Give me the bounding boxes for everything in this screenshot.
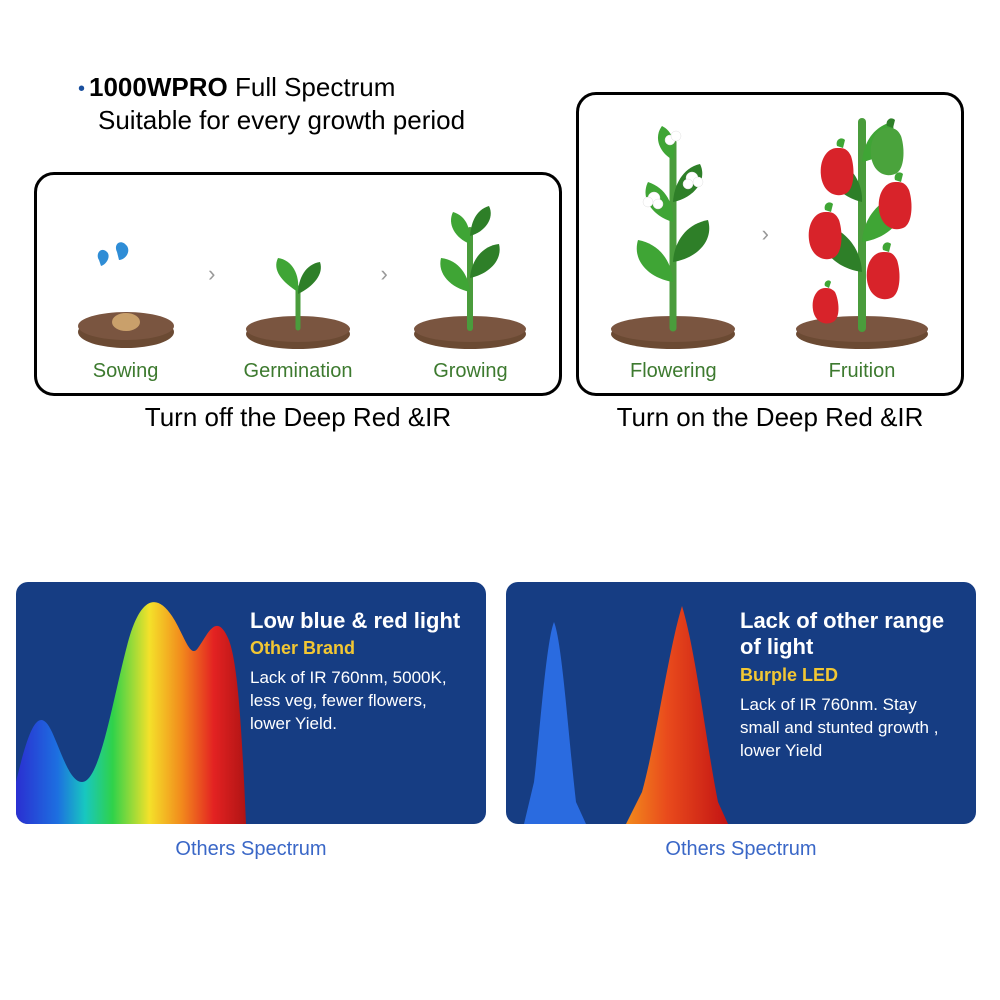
header: •1000WPRO Full Spectrum Suitable for eve… [78,72,465,136]
spectrum-title: Lack of other range of light [740,608,960,661]
stage-label: Flowering [630,360,717,383]
stage-sowing: Sowing [51,232,200,383]
bullet-icon: • [78,78,85,100]
spectrum-graph-dual [506,582,736,824]
flowering-art [593,102,754,352]
growth-box-early: Sowing › Germination › [34,172,562,396]
spectrum-card-other-brand: Low blue & red light Other Brand Lack of… [16,582,486,861]
header-rest: Full Spectrum [228,72,396,102]
caption-early: Turn off the Deep Red &IR [34,402,562,433]
growing-art [396,182,545,352]
spectrum-caption: Others Spectrum [506,838,976,861]
sowing-art [51,232,200,352]
chevron-right-icon: › [762,221,769,247]
chevron-right-icon: › [381,261,388,287]
spectrum-text: Low blue & red light Other Brand Lack of… [246,582,486,824]
spectrum-row: Low blue & red light Other Brand Lack of… [16,582,976,861]
spectrum-box: Lack of other range of light Burple LED … [506,582,976,824]
stage-growing: Growing [396,182,545,383]
spectrum-body: Lack of IR 760nm, 5000K, less veg, fewer… [250,667,470,736]
fruition-art [777,92,947,352]
spectrum-card-burple: Lack of other range of light Burple LED … [506,582,976,861]
stage-label: Germination [244,360,353,383]
spectrum-caption: Others Spectrum [16,838,486,861]
spectrum-subtitle: Other Brand [250,638,470,659]
stage-label: Fruition [829,360,896,383]
growth-stages-row: Sowing › Germination › [34,172,964,396]
spectrum-text: Lack of other range of light Burple LED … [736,582,976,824]
header-line-2: Suitable for every growth period [98,105,465,136]
stage-germination: Germination [223,212,372,383]
stage-fruition: Fruition [777,92,947,383]
header-bold: 1000WPRO [89,72,228,102]
chevron-right-icon: › [208,261,215,287]
spectrum-subtitle: Burple LED [740,665,960,686]
spectrum-graph-full [16,582,246,824]
caption-late: Turn on the Deep Red &IR [576,402,964,433]
germination-art [223,212,372,352]
spectrum-title: Low blue & red light [250,608,470,634]
stage-label: Growing [433,360,507,383]
growth-box-late: Flowering › [576,92,964,396]
stage-flowering: Flowering [593,102,754,383]
spectrum-box: Low blue & red light Other Brand Lack of… [16,582,486,824]
header-line-1: •1000WPRO Full Spectrum [78,72,465,103]
stage-label: Sowing [93,360,159,383]
spectrum-body: Lack of IR 760nm. Stay small and stunted… [740,694,960,763]
